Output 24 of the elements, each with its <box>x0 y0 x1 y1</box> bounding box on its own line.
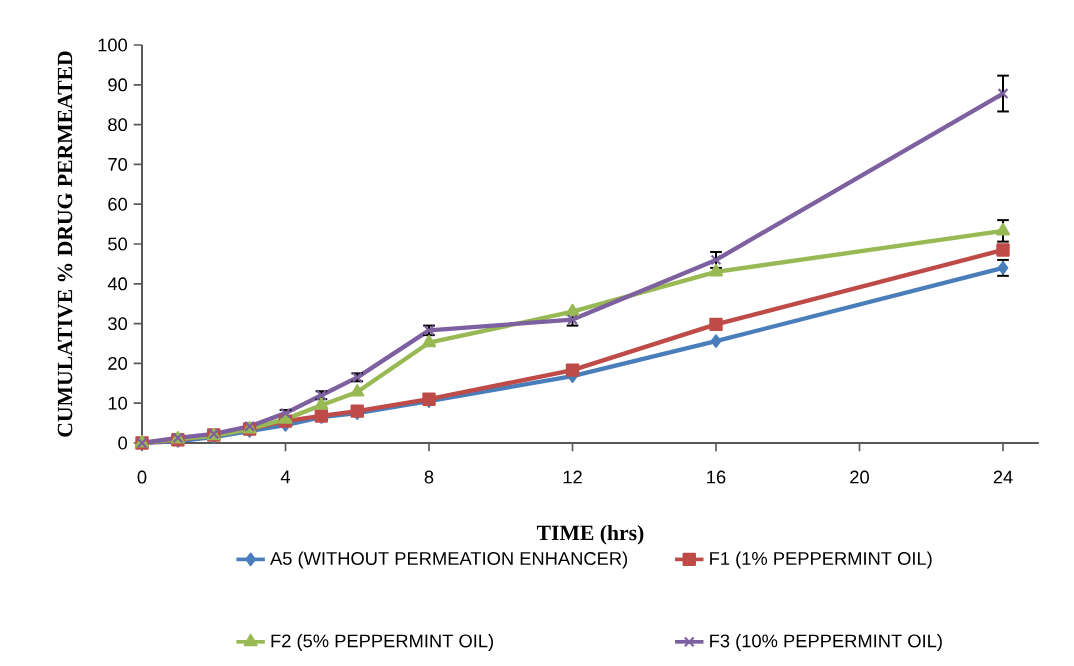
y-tick-label: 80 <box>108 118 128 132</box>
x-axis-title: TIME (hrs) <box>536 524 644 545</box>
y-tick-label: 70 <box>108 157 128 171</box>
x-tick-label: 24 <box>993 470 1013 484</box>
x-tick-label: 8 <box>424 470 434 484</box>
y-tick-label: 50 <box>108 237 128 251</box>
y-tick-label: 60 <box>108 197 128 211</box>
y-tick-label: 30 <box>108 317 128 331</box>
y-axis-title: CUMULATIVE % DRUG PERMEATED <box>57 51 73 437</box>
y-tick-label: 0 <box>118 436 128 450</box>
y-tick-label: 20 <box>108 356 128 370</box>
legend-label: A5 (WITHOUT PERMEATION ENHANCER) <box>270 551 628 569</box>
legend-label: F1 (1% PEPPERMINT OIL) <box>710 551 932 569</box>
x-tick-label: 4 <box>280 470 291 484</box>
x-tick-label: 0 <box>137 470 147 484</box>
y-tick-label: 90 <box>108 78 128 92</box>
y-tick-label: 10 <box>108 396 128 410</box>
y-tick-label: 40 <box>107 277 128 291</box>
x-tick-label: 20 <box>850 470 869 484</box>
x-tick-label: 16 <box>707 470 726 484</box>
y-tick-label: 100 <box>98 38 128 52</box>
legend-label: F2 (5% PEPPERMINT OIL) <box>271 633 493 652</box>
legend-label: F3 (10% PEPPERMINT OIL) <box>710 633 942 652</box>
x-tick-label: 12 <box>563 470 582 484</box>
